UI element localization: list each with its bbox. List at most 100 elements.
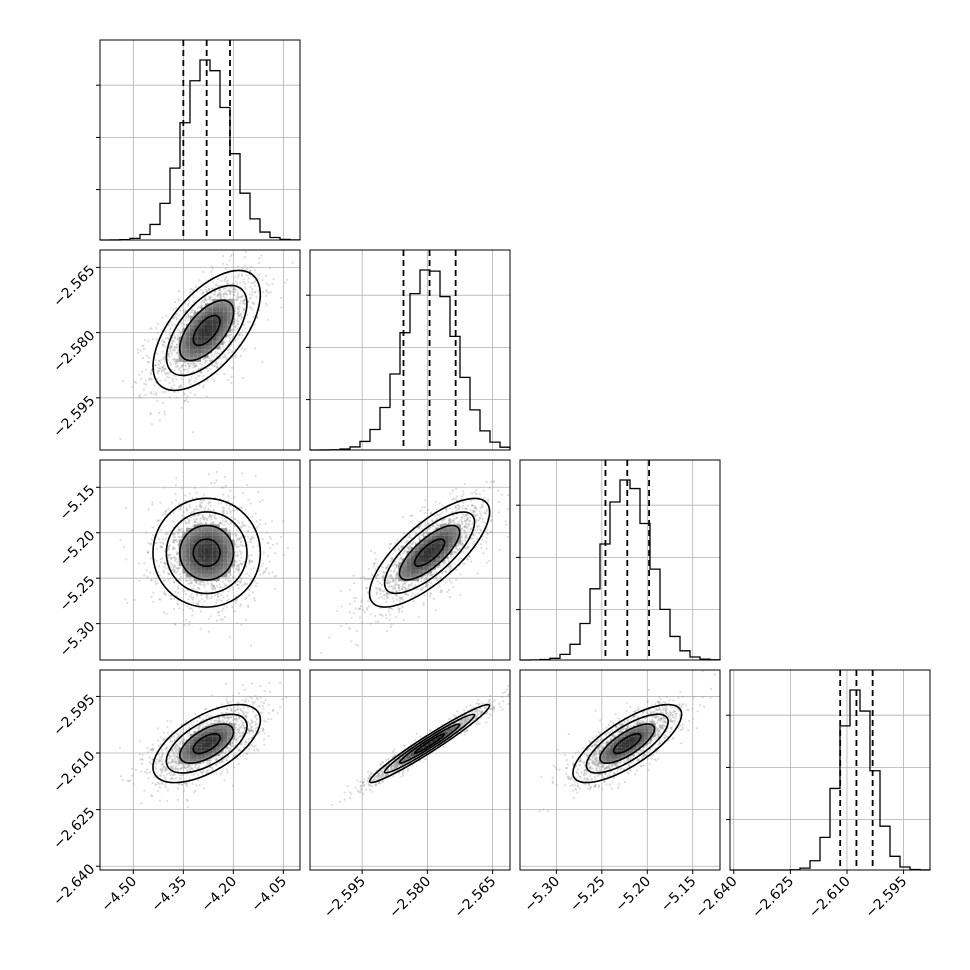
scatter-point	[473, 510, 476, 513]
scatter-point	[481, 500, 484, 503]
scatter-point	[183, 399, 187, 402]
scatter-point	[471, 509, 474, 512]
scatter-point	[401, 552, 404, 555]
scatter-point	[156, 369, 160, 372]
scatter-point	[386, 597, 389, 600]
scatter-point	[211, 358, 214, 362]
scatter-point	[398, 587, 401, 590]
scatter-point	[286, 278, 289, 281]
density-cell	[201, 353, 205, 358]
scatter-point	[184, 361, 187, 364]
scatter-point	[215, 366, 218, 369]
scatter-point	[416, 588, 419, 591]
scatter-point	[223, 517, 226, 520]
scatter-point	[404, 586, 407, 589]
density-cell	[219, 547, 224, 551]
scatter-point	[244, 327, 247, 330]
scatter-point	[257, 545, 260, 548]
scatter-point	[245, 582, 248, 586]
scatter-point	[215, 283, 218, 286]
density-cell	[208, 547, 213, 551]
scatter-point	[231, 605, 234, 609]
scatter-point	[389, 575, 392, 578]
scatter-point	[162, 364, 165, 367]
scatter-point	[248, 554, 251, 557]
scatter-point	[156, 519, 159, 523]
scatter-point	[457, 558, 460, 562]
scatter-point	[472, 511, 475, 514]
scatter-point	[243, 282, 247, 285]
scatter-point	[225, 280, 228, 283]
scatter-point	[444, 571, 448, 574]
scatter-point	[388, 581, 391, 584]
scatter-point	[179, 332, 182, 335]
scatter-point	[506, 536, 509, 539]
scatter-point	[184, 364, 187, 367]
scatter-point	[184, 494, 187, 497]
scatter-point	[440, 590, 443, 593]
density-cell	[186, 547, 190, 551]
scatter-point	[441, 570, 444, 574]
scatter-point	[455, 487, 458, 490]
density-cell	[204, 535, 209, 540]
scatter-point	[406, 546, 409, 549]
scatter-point	[238, 538, 241, 541]
scatter-point	[440, 519, 443, 522]
scatter-point	[403, 588, 407, 591]
scatter-point	[435, 578, 438, 581]
scatter-point	[422, 601, 425, 604]
scatter-point	[447, 519, 450, 522]
scatter-point	[418, 537, 421, 540]
scatter-point	[414, 532, 418, 536]
scatter-point	[187, 363, 190, 366]
scatter-point	[224, 484, 227, 487]
scatter-point	[403, 550, 406, 553]
density-cell	[212, 299, 216, 304]
scatter-point	[432, 529, 435, 532]
scatter-point	[459, 518, 462, 521]
scatter-point	[173, 565, 176, 568]
scatter-point	[434, 609, 437, 612]
scatter-point	[497, 489, 500, 492]
density-cell	[398, 577, 403, 582]
density-cell	[189, 315, 194, 320]
scatter-point	[221, 512, 225, 515]
scatter-point	[233, 532, 237, 535]
scatter-point	[232, 282, 235, 285]
scatter-point	[196, 368, 199, 372]
density-cell	[223, 539, 228, 544]
scatter-point	[163, 410, 166, 413]
scatter-point	[465, 522, 468, 525]
scatter-point	[177, 386, 180, 389]
scatter-point	[229, 489, 232, 492]
scatter-point	[147, 551, 150, 555]
scatter-point	[119, 437, 122, 440]
scatter-point	[369, 613, 372, 616]
scatter-point	[240, 313, 243, 316]
scatter-point	[464, 519, 467, 522]
scatter-point	[161, 343, 164, 346]
scatter-point	[156, 377, 159, 380]
scatter-point	[395, 564, 398, 568]
scatter-point	[226, 579, 230, 582]
scatter-point	[240, 544, 243, 547]
scatter-point	[178, 330, 181, 333]
scatter-point	[455, 509, 458, 512]
scatter-point	[168, 396, 171, 399]
scatter-point	[172, 566, 175, 569]
panel-1-0: −2.595−2.580−2.565	[50, 249, 301, 451]
scatter-point	[143, 574, 146, 577]
density-cell	[182, 332, 187, 337]
scatter-point	[219, 293, 222, 296]
density-cell	[186, 353, 190, 358]
scatter-point	[234, 339, 237, 342]
scatter-point	[212, 355, 215, 358]
scatter-point	[159, 558, 162, 561]
density-cell	[193, 345, 198, 350]
scatter-point	[401, 606, 404, 609]
scatter-point	[484, 512, 488, 515]
scatter-point	[234, 310, 237, 313]
scatter-point	[248, 588, 251, 591]
scatter-point	[212, 287, 215, 290]
scatter-point	[396, 571, 399, 574]
